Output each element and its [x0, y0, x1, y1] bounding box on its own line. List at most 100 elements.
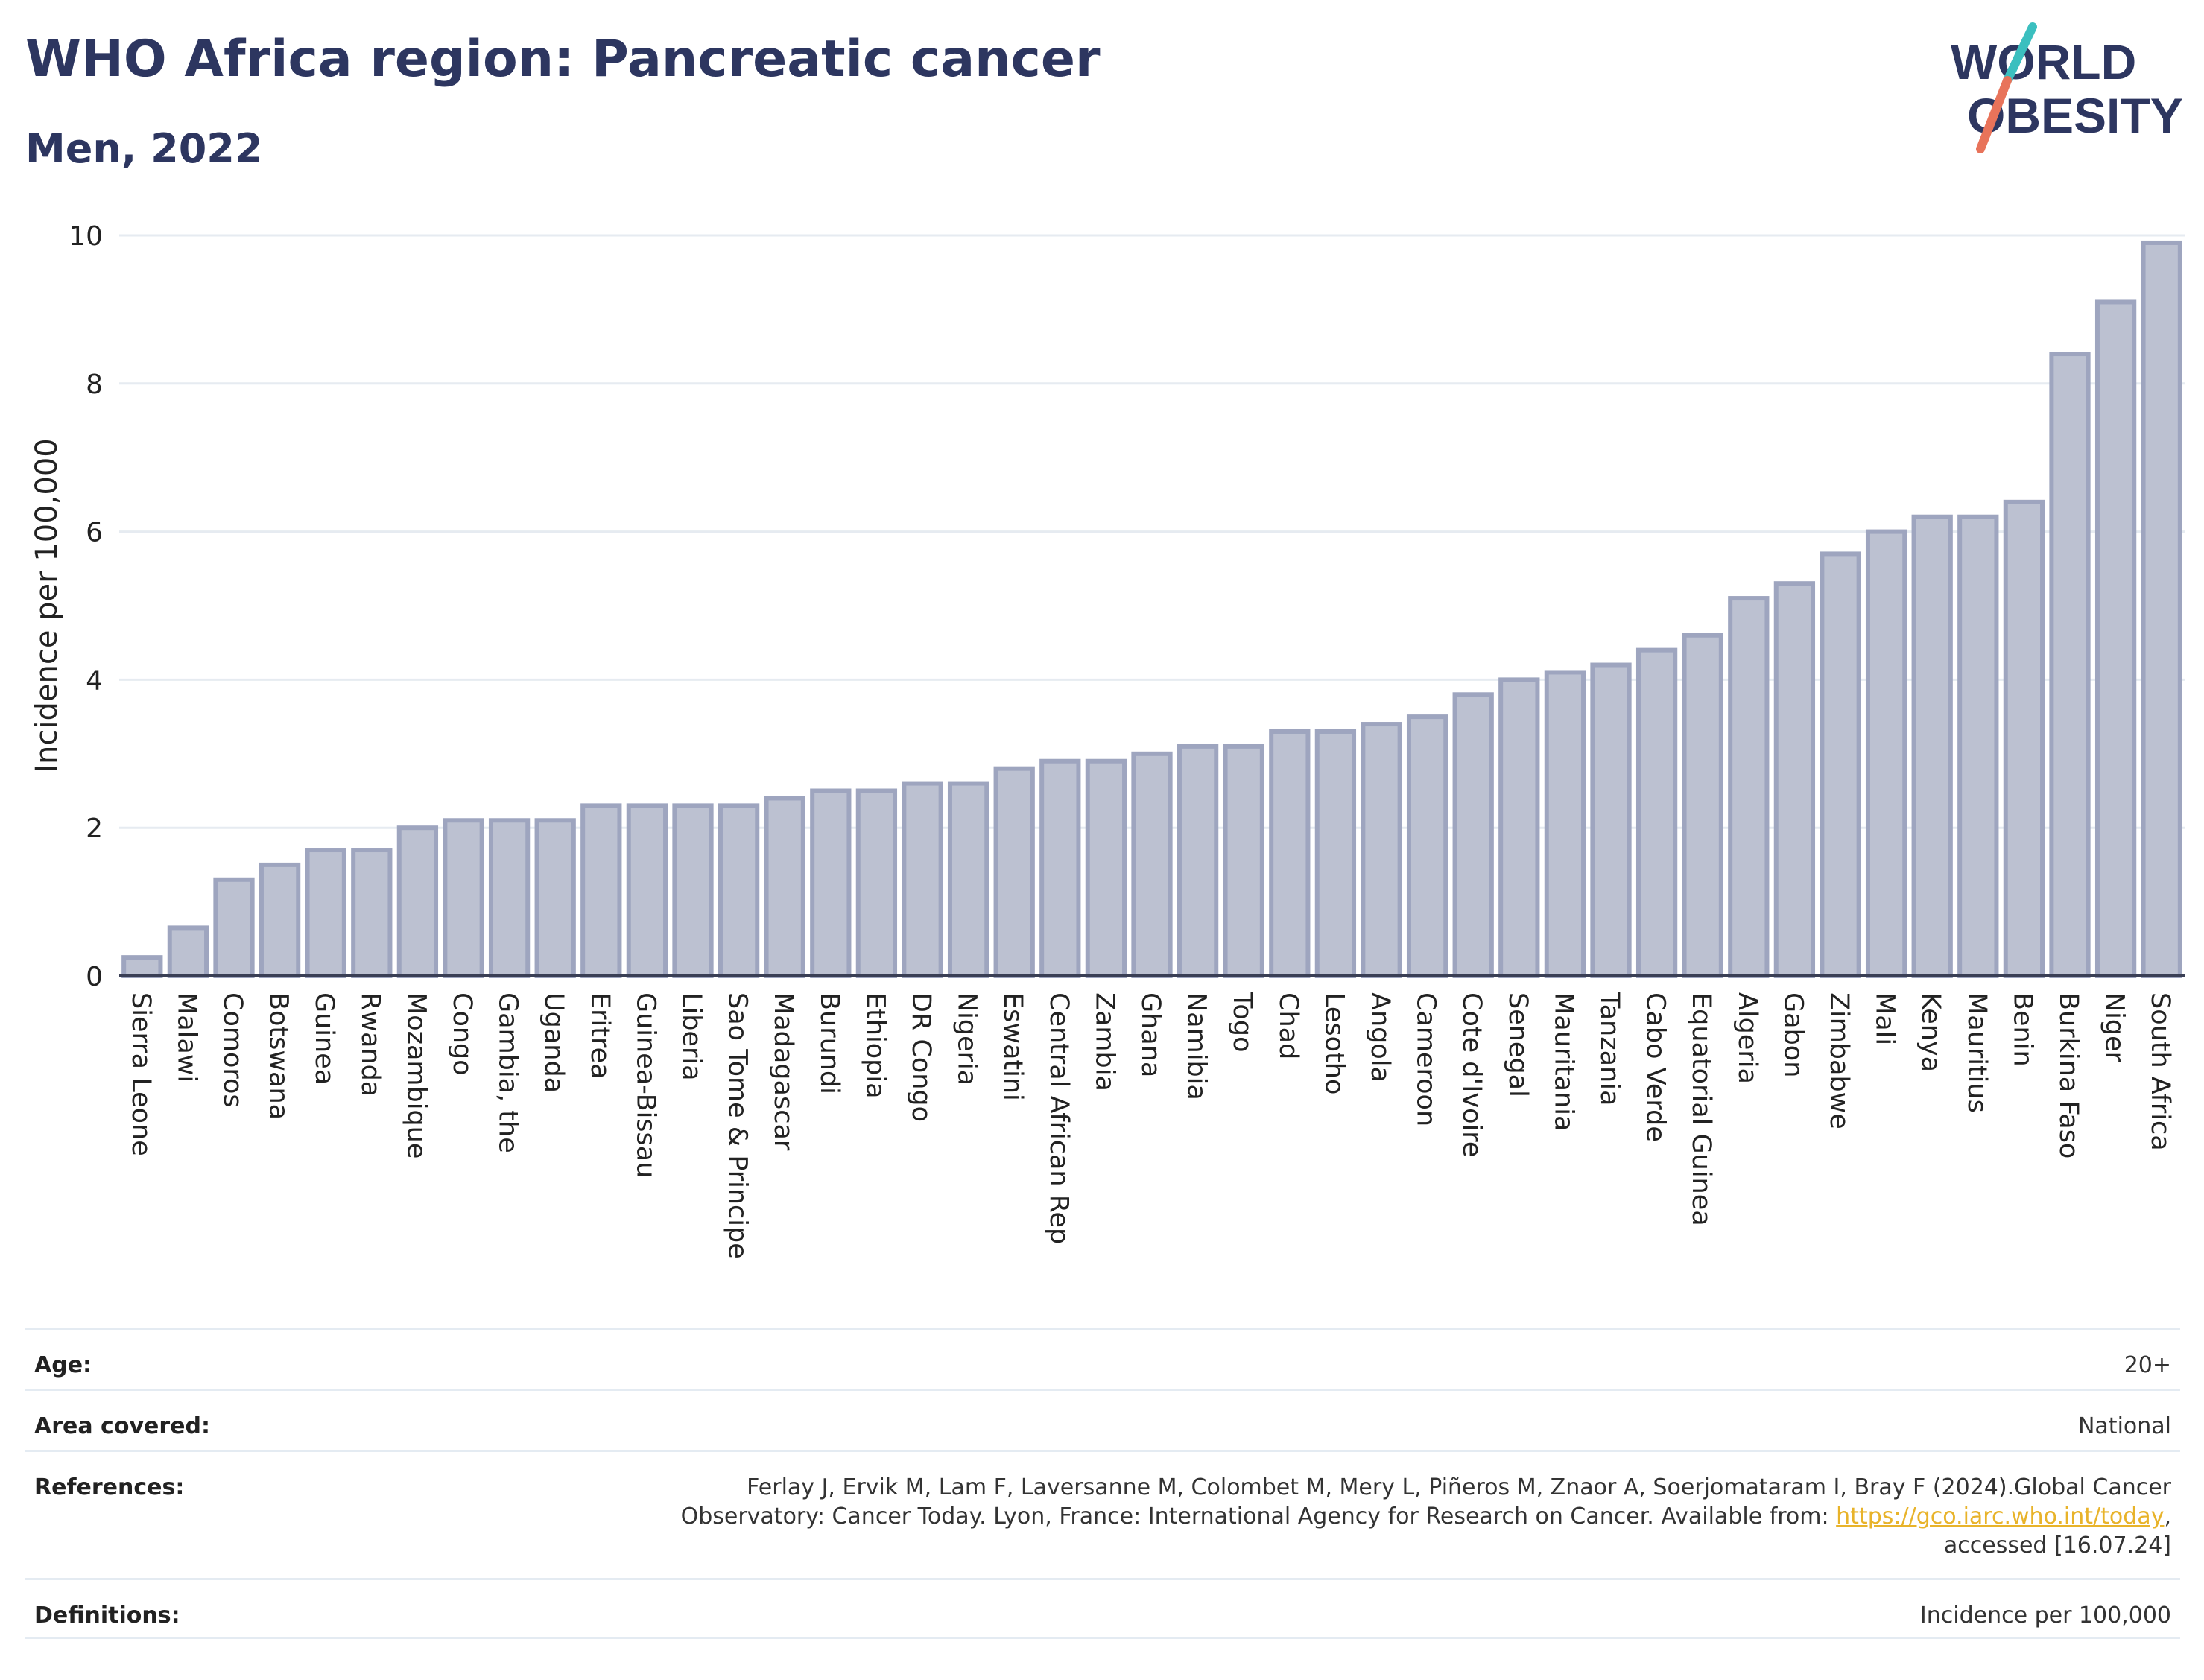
bar — [626, 803, 668, 978]
references-link[interactable]: https://gco.iarc.who.int/today — [1836, 1503, 2165, 1530]
y-tick-label: 4 — [86, 665, 103, 696]
bar — [1039, 758, 1081, 978]
bar — [1911, 514, 1953, 979]
x-tick-label: DR Congo — [906, 992, 936, 1122]
area-value: National — [2077, 1413, 2171, 1439]
bar — [1773, 581, 1816, 978]
bar — [396, 825, 439, 979]
bar — [1314, 729, 1357, 978]
bar — [2141, 240, 2182, 978]
bar — [1177, 744, 1219, 978]
x-tick-label: Togo — [1227, 992, 1257, 1052]
x-tick-label: Cote d'Ivoire — [1457, 992, 1486, 1157]
bar — [2049, 352, 2091, 979]
meta-row-age: Age: 20+ — [25, 1328, 2180, 1389]
y-tick-label: 8 — [86, 370, 103, 400]
y-tick-label: 6 — [86, 518, 103, 548]
x-tick-label: Eswatini — [998, 992, 1027, 1101]
references-line3: accessed [16.07.24] — [1943, 1532, 2171, 1559]
page-subtitle: Men, 2022 — [25, 125, 263, 172]
x-tick-label: Madagascar — [768, 992, 798, 1151]
bar — [1820, 551, 1861, 979]
meta-row-area: Area covered: National — [25, 1389, 2180, 1450]
x-tick-label: Chad — [1273, 992, 1303, 1059]
x-tick-label: Congo — [447, 992, 477, 1076]
world-obesity-logo: WORLD OBESITY — [1951, 22, 2183, 153]
x-tick-label: Botswana — [264, 992, 294, 1120]
bar — [855, 788, 898, 978]
x-tick-label: Eritrea — [585, 992, 615, 1080]
references-line1: Ferlay J, Ervik M, Lam F, Laversanne M, … — [747, 1474, 2171, 1500]
x-tick-label: Guinea-Bissau — [630, 992, 660, 1178]
x-tick-label: South Africa — [2145, 992, 2175, 1151]
references-line2-end: , — [2164, 1503, 2171, 1530]
age-value: 20+ — [2124, 1352, 2171, 1378]
y-axis-label: Incidence per 100,000 — [30, 438, 64, 773]
x-tick-label: Liberia — [677, 992, 706, 1081]
area-label: Area covered: — [34, 1413, 210, 1439]
x-tick-label: Kenya — [1916, 992, 1945, 1072]
bar — [1682, 633, 1723, 978]
bar — [810, 788, 852, 978]
x-tick-label: Cameroon — [1411, 992, 1441, 1126]
x-tick-label: Niger — [2100, 992, 2129, 1063]
x-tick-label: Namibia — [1182, 992, 1212, 1100]
bar — [167, 925, 209, 979]
bar-chart: 0 2 4 6 8 10 Sierra Leone Malawi Comoros Botswan… — [30, 221, 2185, 1259]
y-tick-label: 2 — [86, 814, 103, 844]
bar — [1544, 670, 1586, 979]
y-tick-labels: 0 2 4 6 8 10 — [69, 221, 103, 992]
x-tick-label: Rwanda — [355, 992, 385, 1097]
x-tick-label: Tanzania — [1595, 992, 1624, 1106]
bars — [121, 240, 2182, 979]
bar — [947, 781, 989, 978]
y-tick-label: 10 — [69, 221, 103, 252]
x-tick-label: Burundi — [814, 992, 844, 1094]
x-tick-label: Mauritania — [1548, 992, 1578, 1131]
logo-slash-coral — [1976, 76, 2012, 153]
bar — [1590, 662, 1632, 979]
bar — [1498, 677, 1540, 979]
bar — [1406, 714, 1448, 978]
logo-line1: WORLD — [1951, 34, 2136, 89]
meta-row-references: References: Ferlay J, Ervik M, Lam F, La… — [25, 1450, 2180, 1578]
bar — [213, 877, 255, 979]
age-label: Age: — [34, 1352, 92, 1378]
x-tick-label: Uganda — [539, 992, 569, 1093]
x-tick-label: Nigeria — [952, 992, 982, 1085]
references-value: Ferlay J, Ervik M, Lam F, Laversanne M, … — [681, 1473, 2171, 1560]
x-tick-label: Algeria — [1732, 992, 1762, 1084]
x-tick-label: Sierra Leone — [126, 992, 156, 1156]
bar — [1957, 514, 1999, 979]
x-tick-label: Zimbabwe — [1824, 992, 1854, 1129]
bar — [259, 862, 301, 979]
y-tick-label: 0 — [86, 962, 103, 992]
bar — [2094, 299, 2137, 978]
x-tick-label: Angola — [1365, 992, 1395, 1083]
x-tick-label: Senegal — [1503, 992, 1533, 1097]
bar — [1728, 596, 1770, 978]
bar — [1085, 758, 1127, 978]
x-tick-label: Mauritius — [1962, 992, 1992, 1113]
references-line2: Observatory: Cancer Today. Lyon, France:… — [680, 1503, 1837, 1530]
x-tick-label: Lesotho — [1319, 992, 1349, 1094]
bar — [1361, 722, 1402, 978]
x-tick-label: Equatorial Guinea — [1686, 992, 1716, 1226]
x-tick-label: Sao Tome & Principe — [723, 992, 753, 1259]
bar — [764, 796, 805, 978]
x-tick-label: Gabon — [1778, 992, 1808, 1077]
bar — [305, 848, 346, 979]
references-label: References: — [34, 1474, 185, 1500]
x-tick-label: Burkina Faso — [2053, 992, 2083, 1158]
bar — [672, 803, 714, 978]
bar — [2003, 499, 2045, 978]
bar — [580, 803, 622, 978]
bar — [1269, 729, 1311, 978]
bar — [993, 766, 1035, 978]
meta-row-definitions: Definitions: Incidence per 100,000 — [25, 1578, 2180, 1639]
bar — [1131, 751, 1173, 978]
definitions-value: Incidence per 100,000 — [1919, 1603, 2171, 1629]
bar — [1223, 744, 1264, 978]
page-title: WHO Africa region: Pancreatic cancer — [25, 30, 1101, 89]
